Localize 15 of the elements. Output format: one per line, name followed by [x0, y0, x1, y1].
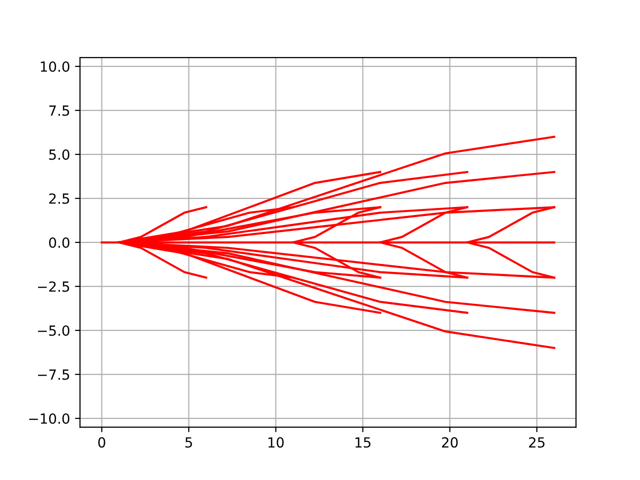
- y-tick-label: −5.0: [38, 325, 70, 336]
- y-tick-label: −2.5: [38, 281, 70, 292]
- y-tick-label: −10.0: [29, 413, 70, 424]
- x-tick-label: 25: [529, 437, 544, 448]
- y-tick-label: 7.5: [49, 106, 70, 116]
- y-tick-label: 5.0: [49, 149, 70, 160]
- x-tick-label: 0: [98, 437, 106, 448]
- x-tick-label: 20: [442, 437, 458, 448]
- y-tick-label: −7.5: [38, 370, 70, 380]
- y-tick-label: 2.5: [49, 193, 70, 204]
- x-tick-label: 5: [185, 437, 192, 448]
- y-tick-label: 0.0: [49, 237, 70, 248]
- y-tick-label: 10.0: [40, 61, 70, 72]
- x-tick-label: 10: [268, 437, 284, 448]
- x-tick-label: 15: [355, 437, 370, 448]
